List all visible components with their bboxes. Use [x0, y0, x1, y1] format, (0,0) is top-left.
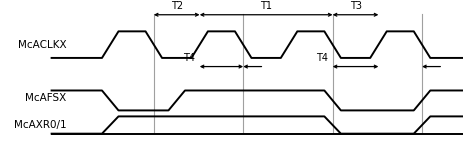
- Text: T1: T1: [260, 1, 272, 11]
- Text: McAFSX: McAFSX: [25, 93, 67, 103]
- Text: McAXR0/1: McAXR0/1: [14, 120, 67, 130]
- Text: T4: T4: [183, 53, 194, 63]
- Text: T3: T3: [349, 1, 361, 11]
- Text: T2: T2: [170, 1, 182, 11]
- Text: McACLKX: McACLKX: [18, 40, 67, 50]
- Text: T4: T4: [315, 53, 327, 63]
